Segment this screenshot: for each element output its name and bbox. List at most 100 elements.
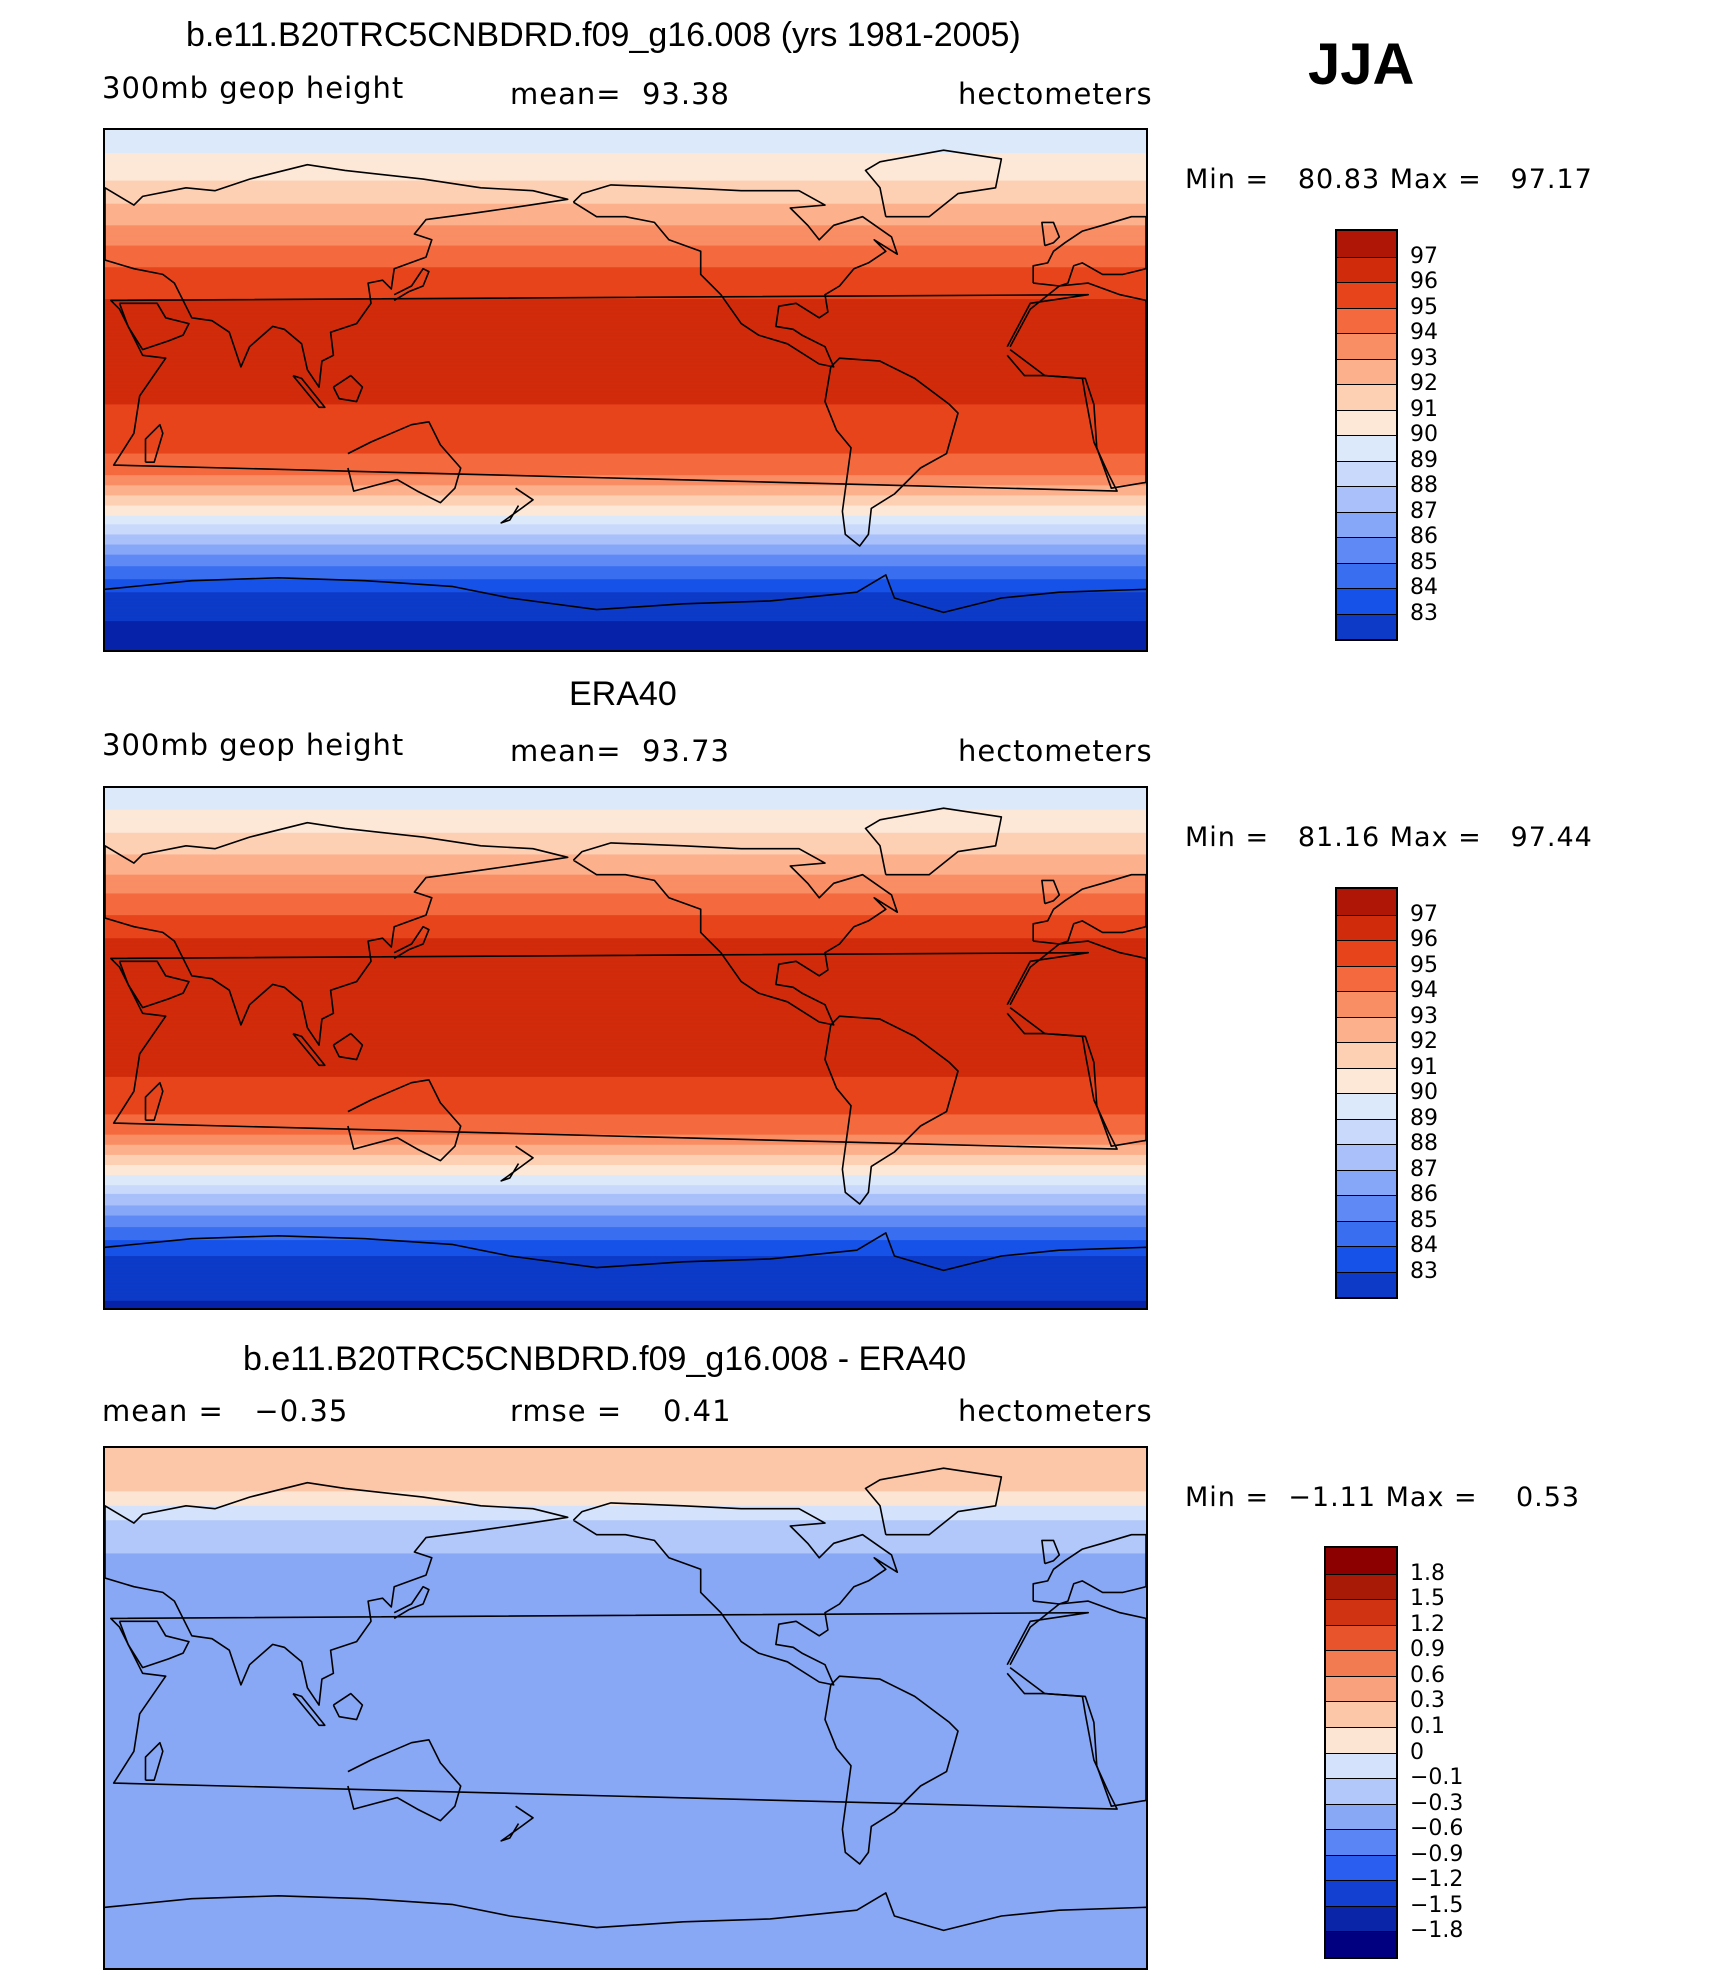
contour-band <box>105 1003 1146 1006</box>
contour-band <box>105 137 1146 140</box>
contour-band <box>105 1160 1146 1163</box>
contour-band <box>105 573 1146 576</box>
contour-band <box>105 1576 1146 1579</box>
contour-band <box>105 825 1146 828</box>
contour-band <box>105 906 1146 909</box>
contour-band <box>105 1570 1146 1573</box>
contour-band <box>105 164 1146 167</box>
contour-band <box>105 385 1146 388</box>
colorbar-tick-label: −0.6 <box>1410 1816 1464 1842</box>
contour-band <box>105 238 1146 241</box>
contour-band <box>105 931 1146 934</box>
contour-band <box>105 861 1146 864</box>
contour-band <box>105 892 1146 895</box>
colorbar-box <box>1337 940 1396 966</box>
contour-band <box>105 638 1146 641</box>
contour-band <box>105 1781 1146 1784</box>
contour-band <box>105 340 1146 343</box>
colorbar-box <box>1337 1144 1396 1170</box>
contour-band <box>105 801 1146 804</box>
contour-band <box>105 177 1146 180</box>
colorbar-box <box>1326 1701 1396 1727</box>
contour-band <box>105 1760 1146 1763</box>
coastline <box>292 374 326 409</box>
contour-band <box>105 1671 1146 1674</box>
contour-band <box>105 180 1146 183</box>
colorbar-box <box>1337 889 1396 915</box>
contour-band <box>105 1937 1146 1940</box>
contour-band <box>105 1449 1146 1452</box>
contour-band <box>105 634 1146 637</box>
contour-band <box>105 1087 1146 1090</box>
contour-band <box>105 600 1146 603</box>
contour-band <box>105 535 1146 538</box>
contour-band <box>105 170 1146 173</box>
contour-band <box>105 1920 1146 1923</box>
contour-band <box>105 1178 1146 1181</box>
contour-band <box>105 1531 1146 1534</box>
coastline <box>824 1675 959 1865</box>
coastline <box>1041 1539 1061 1565</box>
contour-band <box>105 1494 1146 1497</box>
contour-band <box>105 1592 1146 1595</box>
coastline <box>572 842 899 1026</box>
contour-band <box>105 1266 1146 1269</box>
contour-band <box>105 1888 1146 1891</box>
contour-band <box>105 1775 1146 1778</box>
contour-band <box>105 192 1146 195</box>
contour-band <box>105 1612 1146 1615</box>
contour-band <box>105 236 1146 239</box>
contour-band <box>105 935 1146 938</box>
colorbar-box <box>1337 435 1396 461</box>
contour-band <box>105 515 1146 518</box>
contour-band <box>105 561 1146 564</box>
coastline <box>118 960 190 1009</box>
contour-band <box>105 964 1146 967</box>
contour-band <box>105 332 1146 335</box>
contour-band <box>105 1692 1146 1695</box>
contour-band <box>105 790 1146 793</box>
contour-band <box>105 1221 1146 1224</box>
colorbar-box <box>1337 333 1396 359</box>
contour-band <box>105 874 1146 877</box>
contour-band <box>105 209 1146 212</box>
contour-band <box>105 1113 1146 1116</box>
contour-band <box>105 267 1146 270</box>
contour-band <box>105 303 1146 306</box>
contour-band <box>105 1705 1146 1708</box>
contour-band <box>105 430 1146 433</box>
colorbar-box <box>1337 562 1396 588</box>
contour-band <box>105 1921 1146 1924</box>
contour-band <box>105 453 1146 456</box>
contour-band <box>105 570 1146 573</box>
contour-band <box>105 424 1146 427</box>
contour-band <box>105 1774 1146 1777</box>
contour-band <box>105 1269 1146 1272</box>
contour-band <box>105 798 1146 801</box>
contour-band <box>105 397 1146 400</box>
contour-band <box>105 1243 1146 1246</box>
contour-band <box>105 952 1146 955</box>
coastline <box>1041 879 1061 905</box>
contour-band <box>105 1140 1146 1143</box>
contour-band <box>105 871 1146 874</box>
contour-band <box>105 1191 1146 1194</box>
contour-band <box>105 1651 1146 1654</box>
contour-band <box>105 1156 1146 1159</box>
contour-band <box>105 427 1146 430</box>
coastline <box>347 421 462 504</box>
contour-band <box>105 374 1146 377</box>
contour-band <box>105 288 1146 291</box>
contour-band <box>105 359 1146 362</box>
contour-band <box>105 1713 1146 1716</box>
coastline <box>292 1692 326 1727</box>
colorbar-box <box>1337 914 1396 940</box>
contour-band <box>105 1846 1146 1849</box>
contour-band <box>105 537 1146 540</box>
contour-band <box>105 387 1146 390</box>
contour-band <box>105 1657 1146 1660</box>
contour-band <box>105 1810 1146 1813</box>
contour-band <box>105 421 1146 424</box>
contour-band <box>105 1238 1146 1241</box>
contour-band <box>105 628 1146 631</box>
